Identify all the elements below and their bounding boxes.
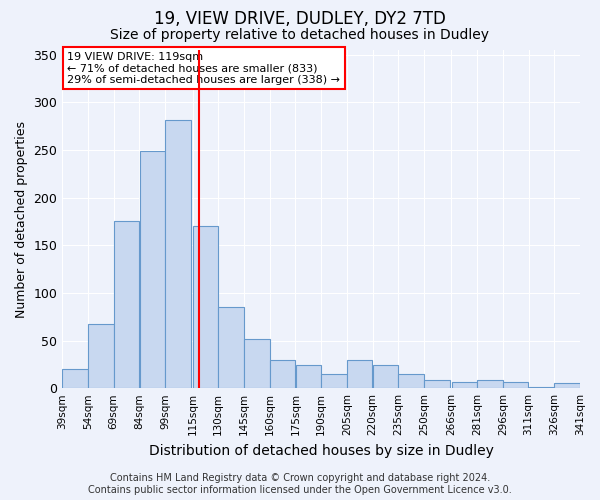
Bar [398, 374, 424, 388]
Text: 19, VIEW DRIVE, DUDLEY, DY2 7TD: 19, VIEW DRIVE, DUDLEY, DY2 7TD [154, 10, 446, 28]
Bar [503, 382, 529, 388]
X-axis label: Distribution of detached houses by size in Dudley: Distribution of detached houses by size … [149, 444, 494, 458]
Bar [166, 120, 191, 388]
Text: Size of property relative to detached houses in Dudley: Size of property relative to detached ho… [110, 28, 490, 42]
Bar [270, 360, 295, 388]
Bar [424, 380, 449, 388]
Bar [218, 307, 244, 388]
Bar [347, 360, 373, 388]
Bar [244, 338, 269, 388]
Bar [140, 151, 165, 388]
Y-axis label: Number of detached properties: Number of detached properties [15, 120, 28, 318]
Bar [62, 369, 88, 388]
Text: Contains HM Land Registry data © Crown copyright and database right 2024.
Contai: Contains HM Land Registry data © Crown c… [88, 474, 512, 495]
Bar [193, 226, 218, 388]
Bar [478, 380, 503, 388]
Text: 19 VIEW DRIVE: 119sqm
← 71% of detached houses are smaller (833)
29% of semi-det: 19 VIEW DRIVE: 119sqm ← 71% of detached … [67, 52, 340, 85]
Bar [322, 374, 347, 388]
Bar [114, 220, 139, 388]
Bar [554, 384, 580, 388]
Bar [452, 382, 477, 388]
Bar [373, 366, 398, 388]
Bar [296, 366, 321, 388]
Bar [529, 387, 554, 388]
Bar [88, 324, 113, 388]
